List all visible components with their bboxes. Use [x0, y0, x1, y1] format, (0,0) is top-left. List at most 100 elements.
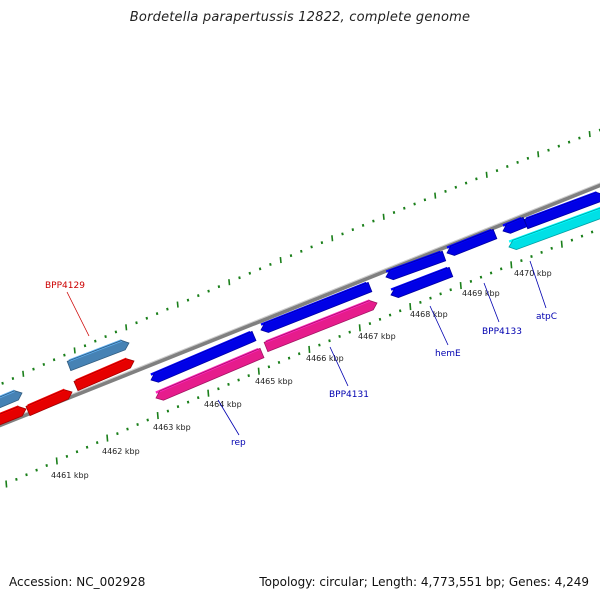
ruler-tick [570, 238, 574, 242]
outer-tick [83, 344, 87, 348]
cds-red-mid-body [26, 389, 72, 416]
outer-tick [331, 235, 334, 242]
cds-bpp4131-upper-edge [260, 281, 373, 333]
cds-bpp4131-pink-body [264, 300, 377, 352]
ruler-tick [277, 360, 281, 364]
outer-tick [557, 144, 561, 148]
ruler-tick [75, 450, 79, 454]
ruler-tick [328, 339, 331, 343]
gene-label: atpC [536, 312, 557, 322]
gene-label: BPP4133 [482, 327, 522, 337]
cds-atpC-cyan [508, 206, 600, 251]
outer-tick [186, 298, 190, 302]
outer-tick [145, 316, 149, 320]
ruler-tick [45, 464, 48, 468]
ruler-tick [489, 271, 493, 275]
ruler-tick [297, 352, 301, 356]
ruler-tick [449, 288, 452, 292]
ruler-tick [499, 267, 503, 271]
ruler-tick [146, 418, 149, 422]
ruler-tick [25, 473, 28, 477]
ruler-tick-label: 4465 kbp [255, 377, 293, 386]
map-title: Bordetella parapertussis 12822, complete… [129, 10, 471, 25]
ruler-tick [590, 230, 594, 234]
outer-tick [289, 254, 293, 258]
outer-tick [495, 169, 499, 173]
ruler-tick [267, 365, 271, 369]
cds-rep-upper-body [151, 331, 256, 383]
ruler-tick [338, 334, 341, 338]
outer-tick [361, 223, 365, 227]
ruler-tick [207, 389, 210, 397]
ruler-tick [5, 480, 8, 488]
cds-red-right-body [74, 358, 134, 391]
outer-tick [310, 245, 313, 249]
gene-leader-line [529, 260, 547, 309]
gene-leader-line [217, 399, 240, 436]
cds-bpp4131-upper-body [261, 282, 372, 333]
outer-tick [526, 156, 530, 160]
outer-tick [351, 228, 355, 232]
outer-tick [1, 381, 4, 385]
backbone-highlight [0, 182, 600, 424]
ruler-tick-label: 4463 kbp [153, 423, 191, 432]
ruler-tick [398, 309, 402, 313]
outer-tick [475, 177, 478, 181]
cds-red-mid-edge [25, 389, 73, 417]
outer-tick [94, 339, 97, 343]
outer-tick [269, 262, 272, 266]
cds-red-right [73, 357, 135, 392]
cds-hemE-body [391, 267, 453, 298]
cds-forward-g-body [524, 192, 600, 229]
ruler-tick [95, 441, 99, 445]
cds-steelblue-left-edge [0, 390, 23, 409]
outer-tick [176, 301, 179, 308]
cds-forward-e-edge [446, 228, 498, 256]
outer-tick [52, 358, 56, 362]
ruler-tick [388, 313, 392, 317]
outer-tick [197, 294, 200, 298]
cds-bpp4131-upper [260, 281, 373, 333]
outer-tick [588, 130, 591, 138]
ruler-tick [378, 317, 382, 321]
cds-atpC-cyan-body [509, 208, 600, 250]
ruler-tick [35, 468, 38, 472]
ruler-tick-label: 4467 kbp [358, 332, 396, 341]
outer-tick [444, 189, 447, 193]
gene-label: hemE [435, 349, 461, 359]
outer-tick [207, 289, 210, 293]
cds-bpp4129-edge [66, 340, 130, 372]
ruler-tick [308, 345, 311, 353]
outer-tick [217, 285, 221, 289]
outer-tick [238, 276, 241, 280]
genome-backbone [0, 182, 600, 428]
ruler-tick-label: 4470 kbp [514, 269, 552, 278]
ruler-tick [196, 396, 200, 400]
cds-red-right-edge [73, 358, 135, 392]
ruler-tick [368, 322, 372, 326]
ruler-tick [358, 324, 361, 332]
ruler-tick [540, 250, 543, 254]
ruler-tick [257, 367, 260, 375]
ruler-tick [580, 234, 584, 238]
inner-ruler-track [5, 230, 594, 488]
cds-steelblue-left [0, 389, 23, 409]
ruler-tick [116, 432, 119, 436]
outer-tick [320, 241, 324, 245]
ruler-tick [550, 246, 553, 250]
ruler-tick-label: 4461 kbp [51, 471, 89, 480]
cds-red-mid [25, 388, 73, 417]
ruler-tick [530, 255, 533, 259]
ruler-tick [520, 259, 523, 263]
outer-tick [114, 330, 118, 334]
outer-tick [382, 213, 385, 220]
outer-tick [32, 367, 35, 371]
backbone-line [0, 182, 600, 428]
cds-red-left-edge [0, 406, 27, 426]
outer-tick [248, 271, 252, 275]
ruler-tick [560, 240, 563, 248]
outer-tick [300, 249, 303, 253]
cds-forward-d-edge [385, 250, 447, 281]
outer-tick [372, 219, 375, 223]
cds-rep-upper-edge [150, 330, 257, 383]
